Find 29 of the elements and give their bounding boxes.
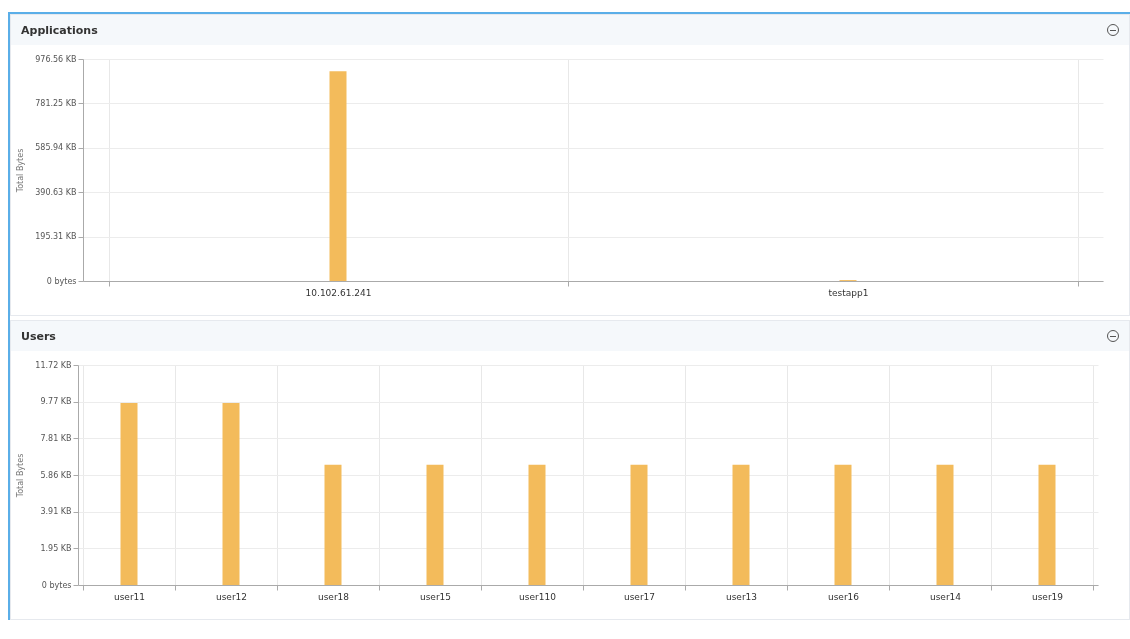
y-tick-label: 0 bytes <box>46 276 77 286</box>
x-tick-label: user17 <box>623 591 656 602</box>
y-tick-label: 976.56 KB <box>35 54 77 64</box>
y-axis-title: Total Bytes <box>16 148 26 194</box>
x-tick-label: user14 <box>929 591 962 602</box>
x-tick-label: user18 <box>317 591 350 602</box>
y-tick-label: 390.63 KB <box>35 187 77 197</box>
x-tick-label: 10.102.61.241 <box>305 287 372 298</box>
x-tick-label: user13 <box>725 591 758 602</box>
y-tick-label: 11.72 KB <box>35 360 72 370</box>
x-tick-label: user110 <box>519 591 557 602</box>
y-tick-label: 9.77 KB <box>40 397 72 407</box>
y-tick-label: 0 bytes <box>41 580 72 590</box>
x-tick-label: user16 <box>827 591 860 602</box>
x-tick-label: user11 <box>113 591 146 602</box>
y-tick-label: 781.25 KB <box>35 98 77 108</box>
x-tick-label: user15 <box>419 591 452 602</box>
y-tick-label: 5.86 KB <box>40 470 72 480</box>
chart-title: Users <box>21 329 56 343</box>
y-tick-label: 195.31 KB <box>35 232 77 242</box>
y-tick-label: 1.95 KB <box>40 543 72 553</box>
x-tick-label: user12 <box>215 591 248 602</box>
y-tick-label: 7.81 KB <box>40 433 72 443</box>
chart-title: Applications <box>21 23 98 37</box>
x-tick-label: testapp1 <box>828 287 869 298</box>
y-tick-label: 3.91 KB <box>40 507 72 517</box>
y-axis-title: Total Bytes <box>16 453 26 499</box>
x-tick-label: user19 <box>1031 591 1064 602</box>
y-tick-label: 585.94 KB <box>35 143 77 153</box>
